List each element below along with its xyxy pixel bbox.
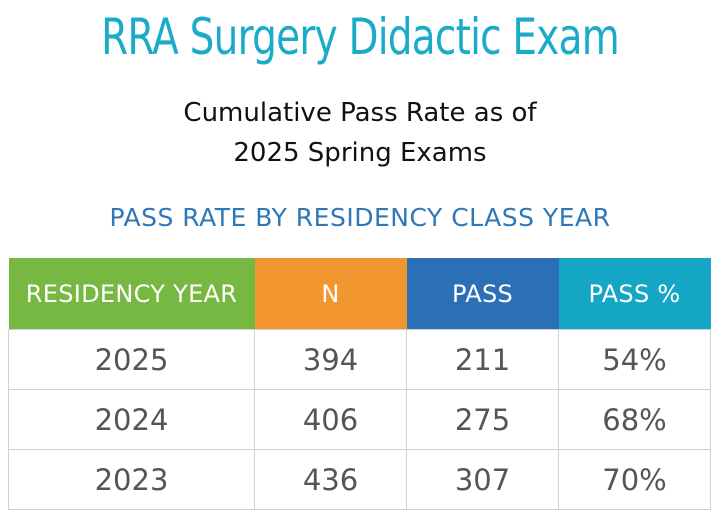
cell-residency-year: 2025 bbox=[8, 329, 255, 390]
table-header-row: RESIDENCY YEAR N PASS PASS % bbox=[8, 258, 711, 330]
subtitle-line-1: Cumulative Pass Rate as of bbox=[183, 98, 537, 128]
cell-residency-year: 2023 bbox=[8, 449, 255, 510]
table-row: 2024 406 275 68% bbox=[8, 389, 711, 450]
column-header-pass: PASS bbox=[406, 258, 559, 330]
pass-rate-table: RESIDENCY YEAR N PASS PASS % 2025 394 21… bbox=[8, 258, 711, 510]
column-header-pass-percent: PASS % bbox=[558, 258, 711, 330]
section-heading: PASS RATE BY RESIDENCY CLASS YEAR bbox=[109, 203, 611, 232]
table-row: 2025 394 211 54% bbox=[8, 329, 711, 390]
cell-pass: 211 bbox=[406, 329, 559, 390]
cell-n: 394 bbox=[254, 329, 407, 390]
cell-n: 406 bbox=[254, 389, 407, 450]
subtitle-line-2: 2025 Spring Exams bbox=[233, 138, 487, 168]
cell-pass-percent: 68% bbox=[558, 389, 711, 450]
column-header-n: N bbox=[254, 258, 407, 330]
cell-pass-percent: 70% bbox=[558, 449, 711, 510]
cell-pass: 307 bbox=[406, 449, 559, 510]
cell-pass-percent: 54% bbox=[558, 329, 711, 390]
table-row: 2023 436 307 70% bbox=[8, 449, 711, 510]
cell-pass: 275 bbox=[406, 389, 559, 450]
cell-residency-year: 2024 bbox=[8, 389, 255, 450]
column-header-residency-year: RESIDENCY YEAR bbox=[8, 258, 255, 330]
page-title: RRA Surgery Didactic Exam bbox=[101, 8, 620, 66]
cell-n: 436 bbox=[254, 449, 407, 510]
